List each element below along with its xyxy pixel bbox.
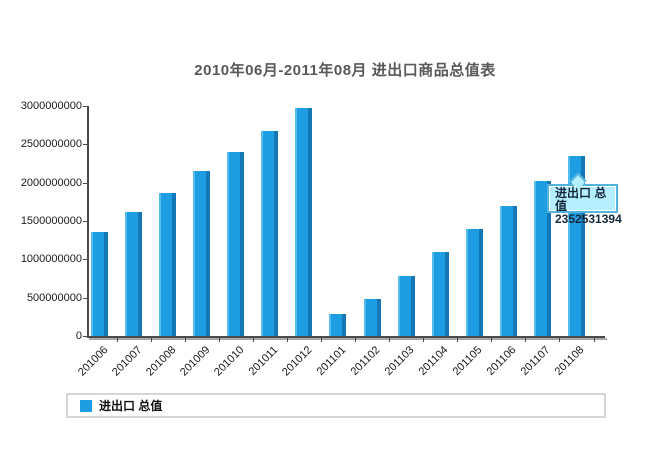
bar-201105[interactable] bbox=[465, 229, 483, 336]
bar-201012[interactable] bbox=[295, 108, 313, 336]
x-axis-tick bbox=[491, 338, 493, 342]
legend: 进出口 总值 bbox=[66, 393, 606, 418]
x-axis-tick bbox=[150, 338, 152, 342]
bar-201106[interactable] bbox=[499, 206, 517, 336]
tooltip: 进出口 总值 2352531394 bbox=[547, 184, 622, 226]
y-axis-tick bbox=[83, 182, 88, 184]
x-axis-tick bbox=[355, 338, 357, 342]
y-axis-label: 1000000000 bbox=[20, 253, 82, 266]
bar-201103[interactable] bbox=[397, 276, 415, 336]
x-axis-tick bbox=[320, 338, 322, 342]
y-axis-label: 500000000 bbox=[26, 291, 82, 304]
x-axis-line bbox=[87, 336, 605, 338]
x-axis-line-shadow bbox=[89, 338, 607, 340]
bar-201101[interactable] bbox=[329, 314, 347, 336]
y-axis-label: 3000000000 bbox=[20, 100, 82, 112]
bar-201010[interactable] bbox=[227, 152, 245, 336]
x-axis-tick bbox=[389, 338, 391, 342]
x-axis-tick bbox=[116, 338, 118, 342]
bar-201104[interactable] bbox=[431, 252, 449, 336]
y-axis-line bbox=[87, 106, 89, 337]
y-axis-label: 2500000000 bbox=[20, 138, 82, 151]
tooltip-value: 2352531394 bbox=[555, 212, 622, 226]
legend-swatch[interactable] bbox=[80, 399, 92, 412]
x-axis-tick bbox=[593, 338, 595, 342]
y-axis-label: 2000000000 bbox=[20, 176, 82, 189]
y-axis-tick bbox=[83, 144, 88, 146]
tooltip-series-label: 进出口 总值 bbox=[555, 186, 607, 213]
bar-201006[interactable] bbox=[91, 232, 108, 336]
y-axis-tick bbox=[83, 106, 88, 107]
bar-201009[interactable] bbox=[193, 171, 211, 336]
bar-201102[interactable] bbox=[363, 299, 381, 336]
y-axis-tick bbox=[83, 221, 88, 222]
y-axis-label: 1500000000 bbox=[20, 215, 82, 227]
y-axis-tick bbox=[83, 297, 88, 299]
bar-201011[interactable] bbox=[261, 131, 279, 336]
bar-201008[interactable] bbox=[159, 193, 177, 336]
x-axis-tick bbox=[252, 338, 254, 342]
y-axis-label: 0 bbox=[75, 330, 82, 342]
x-axis-tick bbox=[286, 338, 288, 342]
legend-label[interactable]: 进出口 总值 bbox=[99, 399, 163, 413]
x-axis-tick bbox=[457, 338, 459, 342]
x-axis-tick bbox=[559, 338, 561, 342]
x-axis-tick bbox=[184, 338, 186, 342]
bar-201107[interactable] bbox=[533, 181, 551, 336]
chart-title: 2010年06月-2011年08月 进出口商品总值表 bbox=[194, 62, 496, 79]
x-axis-tick bbox=[525, 338, 527, 342]
x-axis-tick bbox=[218, 338, 220, 342]
bar-201007[interactable] bbox=[125, 212, 143, 336]
y-axis-tick bbox=[83, 336, 88, 337]
y-axis-tick bbox=[83, 259, 88, 261]
x-axis-tick bbox=[423, 338, 425, 342]
